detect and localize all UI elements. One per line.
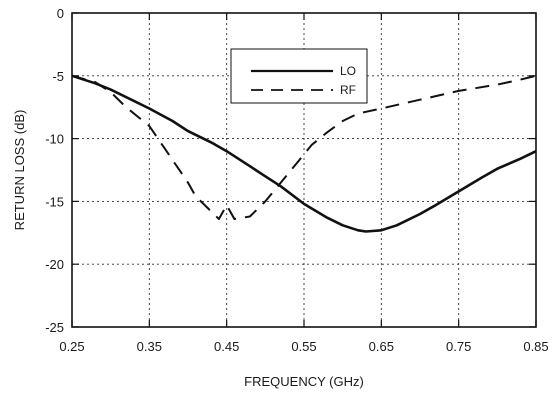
x-tick-label: 0.55: [291, 339, 316, 354]
x-tick-label: 0.65: [369, 339, 394, 354]
y-tick-label: -20: [45, 257, 64, 272]
x-tick-label: 0.45: [214, 339, 239, 354]
legend-label-rf: RF: [340, 83, 356, 97]
plot-frame: [71, 12, 537, 328]
series-lines: [71, 74, 537, 233]
legend-box: [230, 48, 368, 104]
x-tick-label: 0.75: [446, 339, 471, 354]
y-tick-label: -15: [45, 194, 64, 209]
x-tick-label: 0.35: [137, 339, 162, 354]
series-line-lo: [71, 74, 537, 233]
legend: LO RF: [230, 48, 368, 104]
y-tick-label: -25: [45, 320, 64, 335]
y-axis-title: RETURN LOSS (dB): [12, 110, 27, 231]
y-tick-label: -10: [45, 132, 64, 147]
y-tick-label: -5: [52, 69, 64, 84]
x-tick-label: 0.85: [523, 339, 548, 354]
series-line-rf: [71, 74, 537, 220]
y-tick-labels: 0 -5 -10 -15 -20 -25: [45, 6, 64, 335]
legend-label-lo: LO: [340, 64, 356, 78]
x-tick-label: 0.25: [59, 339, 84, 354]
gridlines: [72, 13, 536, 327]
x-axis-title: FREQUENCY (GHz): [244, 374, 364, 389]
y-tick-label: 0: [57, 6, 64, 21]
x-tick-labels: 0.25 0.35 0.45 0.55 0.65 0.75 0.85: [59, 339, 548, 354]
